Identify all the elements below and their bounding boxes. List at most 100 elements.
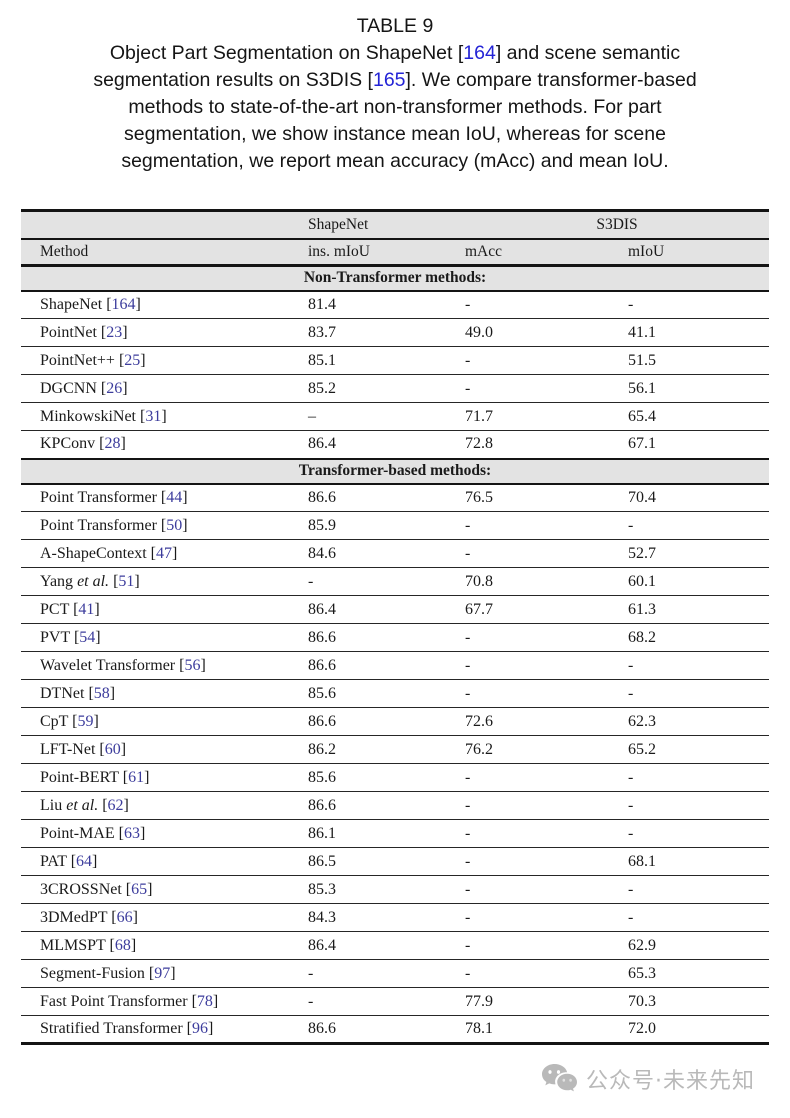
citation-link[interactable]: 62 (107, 796, 124, 814)
miou-cell: - (628, 679, 770, 708)
method-cell: CpT [59] (21, 707, 308, 736)
method-name: 3DMedPT (40, 908, 108, 926)
ins-miou-cell: 85.3 (308, 875, 465, 904)
caption-lines: Object Part Segmentation on ShapeNet [16… (0, 40, 790, 175)
ins-miou-cell: 86.5 (308, 847, 465, 876)
citation-link[interactable]: 60 (104, 740, 121, 758)
empty-header-cell (21, 210, 308, 240)
citation-link[interactable]: 41 (78, 600, 95, 618)
citation-link[interactable]: 47 (155, 544, 172, 562)
citation-link[interactable]: 164 (463, 42, 496, 64)
citation-link[interactable]: 68 (114, 936, 131, 954)
method-name: PCT (40, 600, 70, 618)
citation-link[interactable]: 64 (76, 852, 93, 870)
macc-cell: - (465, 290, 628, 319)
macc-cell: - (465, 623, 628, 652)
citation-link[interactable]: 164 (111, 295, 136, 313)
macc-column-header: mAcc (465, 238, 628, 267)
column-header-row: Method ins. mIoU mAcc mIoU (21, 238, 770, 267)
section-title: Non-Transformer methods: (21, 264, 770, 292)
macc-cell: 72.6 (465, 707, 628, 736)
miou-cell: 51.5 (628, 346, 770, 375)
citation-link[interactable]: 51 (118, 572, 135, 590)
miou-cell: - (628, 651, 770, 680)
miou-cell: 70.3 (628, 987, 770, 1016)
citation-link[interactable]: 44 (166, 488, 183, 506)
citation-link[interactable]: 78 (196, 992, 213, 1010)
citation-link[interactable]: 61 (128, 768, 145, 786)
citation-link[interactable]: 96 (191, 1020, 208, 1037)
dataset-group-header-row: ShapeNet S3DIS (21, 210, 770, 240)
ins-miou-cell: 86.6 (308, 651, 465, 680)
method-name: PAT (40, 852, 67, 870)
table-row: Fast Point Transformer [78] -77.9 70.3 (21, 987, 770, 1016)
method-name: ShapeNet (40, 295, 103, 313)
caption-line: segmentation results on S3DIS [165]. We … (0, 67, 790, 94)
method-name: MinkowskiNet (40, 407, 136, 425)
ins-miou-cell: 86.4 (308, 595, 465, 624)
citation-link[interactable]: 23 (106, 323, 123, 341)
miou-cell: - (628, 511, 770, 540)
citation-link[interactable]: 66 (116, 908, 133, 926)
miou-cell: - (628, 791, 770, 820)
macc-cell: 70.8 (465, 567, 628, 596)
ins-miou-cell: 86.1 (308, 819, 465, 848)
method-name: Wavelet Transformer (40, 656, 176, 674)
et-al-label: et al. (73, 572, 110, 590)
ins-miou-cell: 86.6 (308, 791, 465, 820)
citation-link[interactable]: 31 (145, 407, 162, 425)
method-name: CpT (40, 712, 69, 730)
table-row: Point Transformer [44] 86.6 76.5 70.4 (21, 483, 770, 512)
macc-cell: 78.1 (465, 1015, 628, 1044)
method-cell: Liu et al. [62] (21, 791, 308, 820)
table-row: Wavelet Transformer [56] 86.6- - (21, 651, 770, 680)
miou-cell: 41.1 (628, 318, 770, 347)
method-cell: 3CROSSNet [65] (21, 875, 308, 904)
watermark-text: 公众号·未来先知 (586, 1069, 755, 1094)
miou-cell: 67.1 (628, 430, 770, 459)
macc-cell: - (465, 819, 628, 848)
miou-cell: 65.4 (628, 402, 770, 431)
citation-link[interactable]: 25 (124, 351, 141, 369)
citation-link[interactable]: 65 (131, 880, 148, 898)
section-title: Transformer-based methods: (21, 457, 770, 485)
citation-link[interactable]: 26 (106, 379, 123, 397)
citation-link[interactable]: 58 (93, 684, 110, 702)
method-cell: DTNet [58] (21, 679, 308, 708)
macc-cell: - (465, 763, 628, 792)
citation-link[interactable]: 28 (104, 435, 121, 453)
caption-text: segmentation, we report mean accuracy (m… (121, 150, 669, 172)
table-row: 3DMedPT [66] 84.3- - (21, 903, 770, 932)
citation-link[interactable]: 54 (79, 628, 96, 646)
method-name: DGCNN (40, 379, 97, 397)
table-row: Point Transformer [50] 85.9- - (21, 511, 770, 540)
method-cell: Segment-Fusion [97] (21, 959, 308, 988)
citation-link[interactable]: 165 (372, 69, 406, 91)
citation-link[interactable]: 50 (166, 516, 183, 534)
table-row: MLMSPT [68] 86.4-62.9 (21, 931, 770, 960)
miou-cell: 68.2 (628, 623, 770, 652)
table-row: ShapeNet [164] 81.4- - (21, 290, 770, 319)
citation-link[interactable]: 97 (154, 964, 171, 982)
method-name: Point-MAE (40, 824, 115, 842)
table-row: Segment-Fusion [97] - -65.3 (21, 959, 770, 988)
table-row: LFT-Net [60] 86.2 76.2 65.2 (21, 735, 770, 764)
macc-cell: 76.2 (465, 735, 628, 764)
method-cell: PVT [54] (21, 623, 308, 652)
table-number: TABLE 9 (356, 15, 434, 37)
table-caption: TABLE 9 Object Part Segmentation on Shap… (0, 13, 790, 175)
citation-link[interactable]: 63 (124, 824, 140, 842)
macc-cell: 71.7 (465, 402, 628, 431)
method-cell: PAT [64] (21, 847, 308, 876)
miou-cell: 62.9 (628, 931, 770, 960)
ins-miou-column-header: ins. mIoU (308, 238, 465, 267)
method-name: Stratified Transformer (40, 1020, 183, 1037)
method-cell: Point-BERT [61] (21, 763, 308, 792)
citation-link[interactable]: 56 (184, 656, 201, 674)
miou-cell: 52.7 (628, 539, 770, 568)
ins-miou-cell: - (308, 959, 465, 988)
citation-link[interactable]: 59 (77, 712, 94, 730)
macc-cell: 76.5 (465, 483, 628, 512)
miou-cell: 70.4 (628, 483, 770, 512)
method-cell: ShapeNet [164] (21, 290, 308, 319)
